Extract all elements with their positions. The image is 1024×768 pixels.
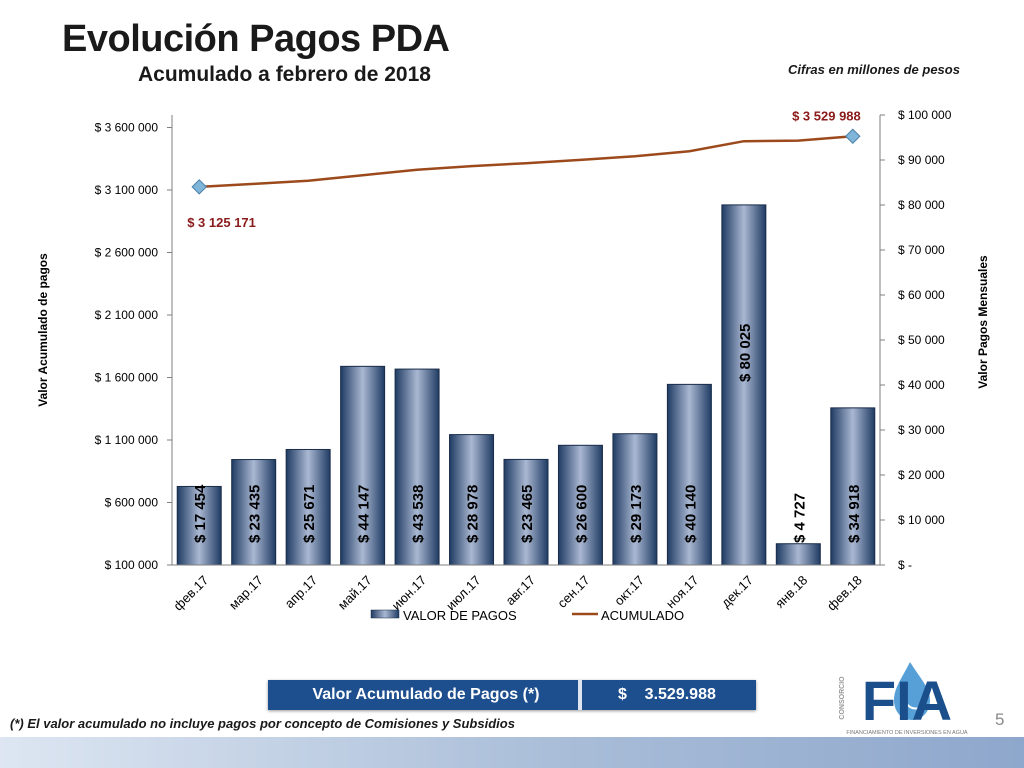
right-tick-label: $ 50 000 xyxy=(898,333,945,347)
right-tick-label: $ - xyxy=(898,558,912,572)
combo-chart: $ 17 454 $ 23 435 $ 25 671 $ 44 147 $ 43 538… xyxy=(36,108,990,623)
left-tick-label: $ 1 600 000 xyxy=(95,371,159,385)
bar-value-label: $ 28 978 xyxy=(465,485,482,543)
cumulative-line xyxy=(199,135,853,189)
bar xyxy=(231,459,277,566)
x-tick-label: сен.17 xyxy=(554,573,592,611)
x-tick-label: дек.17 xyxy=(718,573,756,611)
summary-value: $ 3.529.988 xyxy=(618,686,716,703)
logo-main-text: FIA xyxy=(862,669,952,732)
annotation-first: $ 3 125 171 xyxy=(187,215,256,230)
bar xyxy=(340,365,386,566)
summary-box: Valor Acumulado de Pagos (*) $ 3.529.988 xyxy=(268,680,756,710)
right-tick-label: $ 90 000 xyxy=(898,153,945,167)
bar xyxy=(394,368,440,566)
bar-value-label: $ 43 538 xyxy=(410,485,427,543)
bar-value-label: $ 34 918 xyxy=(846,485,863,543)
right-tick-label: $ 40 000 xyxy=(898,378,945,392)
left-tick-label: $ 100 000 xyxy=(105,558,159,572)
right-tick-label: $ 80 000 xyxy=(898,198,945,212)
bar-value-label: $ 25 671 xyxy=(301,485,318,543)
right-tick-label: $ 60 000 xyxy=(898,288,945,302)
x-tick-label: ноя.17 xyxy=(663,573,702,612)
slide-subtitle: Acumulado a febrero de 2018 xyxy=(138,63,431,86)
x-tick-label: мар.17 xyxy=(226,573,266,613)
x-tick-label: фев.18 xyxy=(824,573,865,614)
bar-value-label: $ 44 147 xyxy=(356,485,373,543)
logo-side-text: CONSORCIO xyxy=(839,676,846,720)
left-tick-label: $ 2 600 000 xyxy=(95,246,159,260)
bottom-decor-band xyxy=(0,737,1024,768)
left-axis-title: Valor Acumulado de pagos xyxy=(36,253,50,407)
right-tick-label: $ 70 000 xyxy=(898,243,945,257)
legend-label-line: ACUMULADO xyxy=(601,608,684,623)
bar xyxy=(775,543,821,566)
right-tick-label: $ 100 000 xyxy=(898,108,952,122)
left-tick-label: $ 3 600 000 xyxy=(95,121,159,135)
bar xyxy=(721,204,767,566)
bar xyxy=(176,485,222,566)
x-tick-label: окт.17 xyxy=(611,573,647,609)
bar xyxy=(612,433,658,566)
right-tick-label: $ 30 000 xyxy=(898,423,945,437)
line-marker xyxy=(844,128,861,145)
x-tick-label: май.17 xyxy=(335,573,375,613)
bar-series: $ 17 454 $ 23 435 $ 25 671 $ 44 147 $ 43 538… xyxy=(176,204,876,566)
bar xyxy=(285,448,331,566)
bar-value-label: $ 40 140 xyxy=(682,485,699,543)
x-tick-label: апр.17 xyxy=(282,573,321,612)
page-number: 5 xyxy=(995,710,1005,729)
bar-value-label: $ 26 600 xyxy=(573,485,590,543)
units-note: Cifras en millones de pesos xyxy=(788,62,960,77)
left-tick-label: $ 1 100 000 xyxy=(95,433,159,447)
legend: VALOR DE PAGOS ACUMULADO xyxy=(370,608,684,623)
logo-caption: FINANCIAMIENTO DE INVERSIONES EN AGUA xyxy=(846,730,968,736)
bar xyxy=(449,434,495,566)
x-tick-label: фев.17 xyxy=(170,573,211,614)
x-tick-label: июн.17 xyxy=(389,573,429,613)
x-tick-label: авг.17 xyxy=(503,573,539,609)
bar-value-label: $ 80 025 xyxy=(737,324,754,382)
bar xyxy=(830,407,876,566)
footnote: (*) El valor acumulado no incluye pagos … xyxy=(10,716,515,731)
bar-value-label: $ 17 454 xyxy=(192,484,209,543)
right-tick-label: $ 20 000 xyxy=(898,468,945,482)
bar-value-label: $ 29 173 xyxy=(628,485,645,543)
bar xyxy=(666,383,712,566)
x-tick-label: июл.17 xyxy=(443,573,484,614)
line-marker xyxy=(191,179,208,195)
annotation-last: $ 3 529 988 xyxy=(792,108,861,123)
bar-value-label: $ 23 465 xyxy=(519,485,536,543)
summary-label: Valor Acumulado de Pagos (*) xyxy=(274,680,582,710)
right-tick-label: $ 10 000 xyxy=(898,513,945,527)
left-tick-label: $ 3 100 000 xyxy=(95,183,159,197)
x-tick-label: янв.18 xyxy=(772,573,810,611)
slide-title: Evolución Pagos PDA xyxy=(62,18,450,60)
fia-logo: CONSORCIO FIA FINANCIAMIENTO DE INVERSIO… xyxy=(839,662,968,736)
bar-value-label: $ 4 727 xyxy=(791,493,808,543)
line-series: $ 3 125 171 $ 3 529 988 xyxy=(187,108,861,230)
bar-value-label: $ 23 435 xyxy=(247,485,264,543)
legend-label-bar: VALOR DE PAGOS xyxy=(403,608,517,623)
left-tick-label: $ 2 100 000 xyxy=(95,308,159,322)
right-axis-title: Valor Pagos Mensuales xyxy=(976,255,990,389)
legend-swatch-bar xyxy=(370,609,400,619)
left-tick-label: $ 600 000 xyxy=(105,496,159,510)
